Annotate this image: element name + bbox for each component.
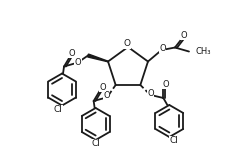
Text: Cl: Cl <box>54 105 62 114</box>
Text: O: O <box>103 92 110 101</box>
Text: O: O <box>99 83 106 92</box>
Text: O: O <box>159 44 166 53</box>
Text: O: O <box>123 40 130 49</box>
Text: CH₃: CH₃ <box>196 47 212 56</box>
Text: O: O <box>162 80 169 89</box>
Text: Cl: Cl <box>91 140 100 148</box>
Text: Cl: Cl <box>170 136 179 145</box>
Polygon shape <box>88 54 108 62</box>
Text: O: O <box>181 31 187 40</box>
Text: O: O <box>75 58 81 67</box>
Text: O: O <box>147 89 154 98</box>
Text: O: O <box>69 49 75 58</box>
